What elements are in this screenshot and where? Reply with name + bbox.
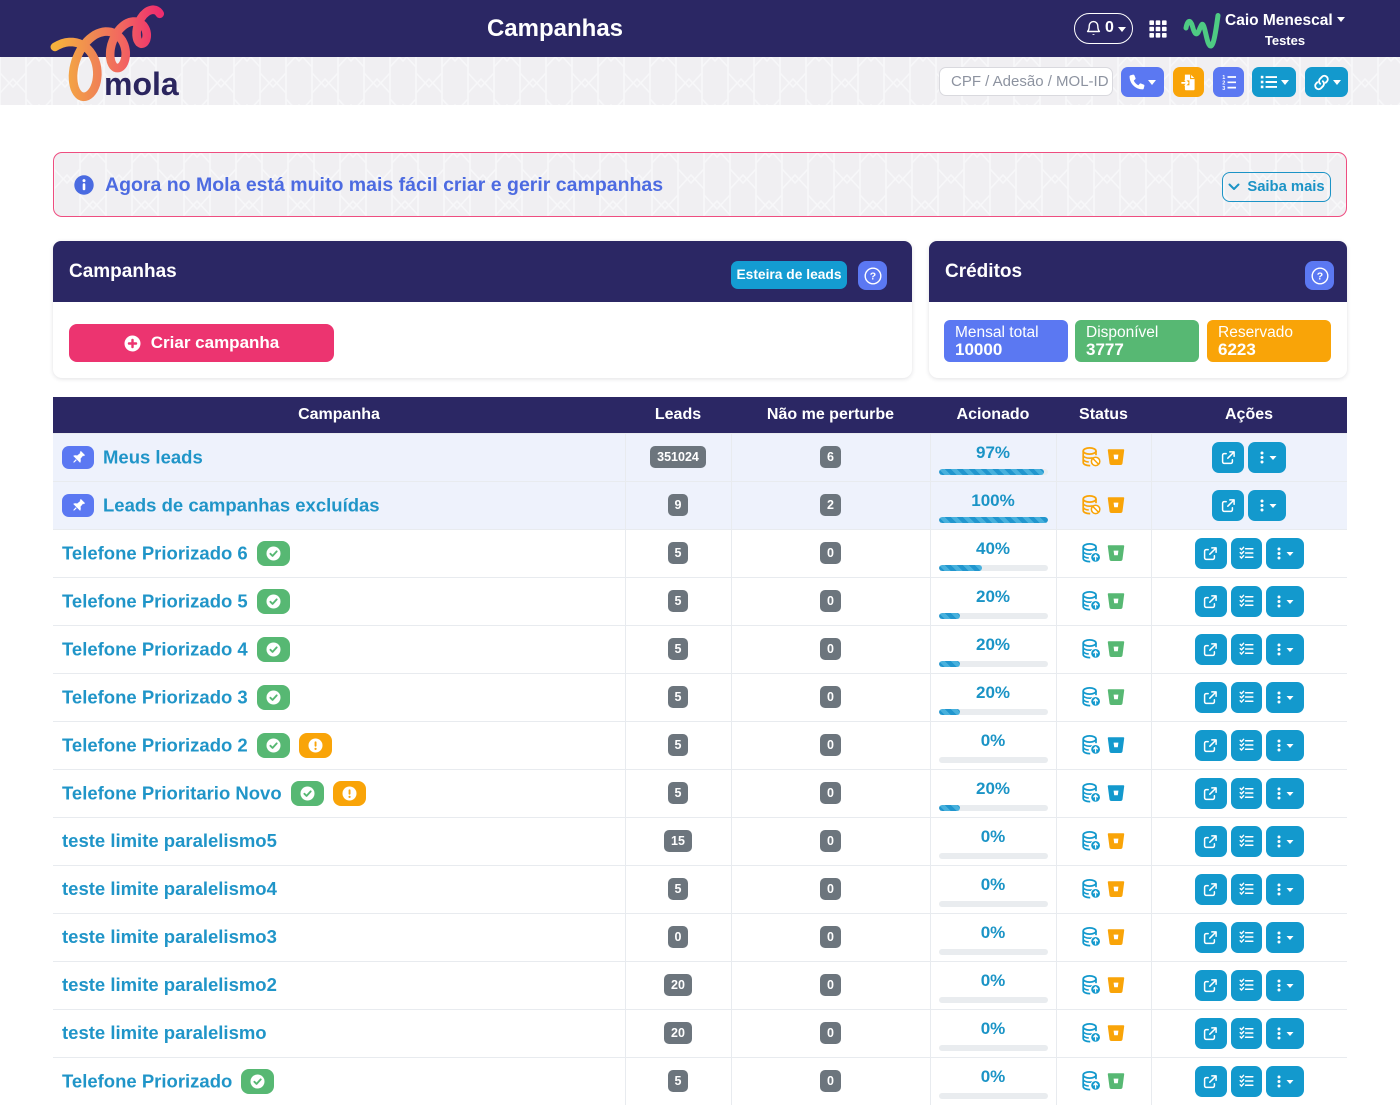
- svg-text:2: 2: [1222, 81, 1225, 87]
- svg-text:?: ?: [1316, 270, 1322, 282]
- svg-text:3: 3: [1222, 86, 1225, 90]
- svg-text:?: ?: [869, 270, 875, 282]
- svg-text:1: 1: [1222, 75, 1225, 81]
